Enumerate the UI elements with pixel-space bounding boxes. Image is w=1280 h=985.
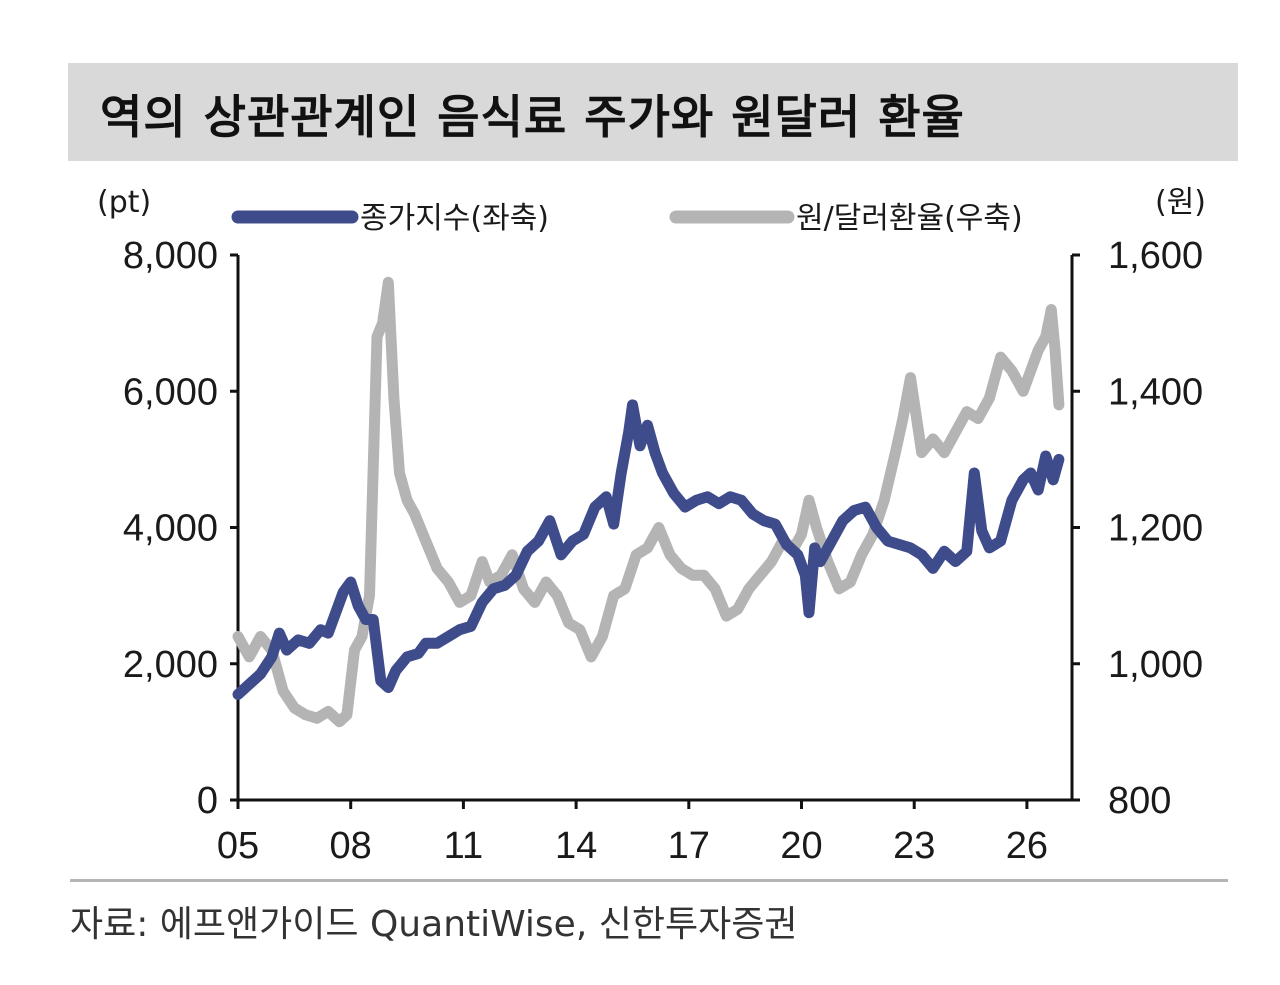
left-tick-label: 6,000	[123, 371, 218, 413]
chart-title: 역의 상관관계인 음식료 주가와 원달러 환율	[100, 90, 965, 144]
tick-marks	[230, 253, 1080, 809]
legend-label-stock-index: 종가지수(좌축)	[360, 201, 549, 236]
left-tick-label: 0	[197, 780, 218, 822]
series-line-stock-index	[232, 399, 1065, 700]
x-tick-label: 20	[780, 825, 822, 867]
legend: 종가지수(좌축) 원/달러환율(우축)	[231, 201, 1023, 236]
right-tick-label: 800	[1108, 780, 1171, 822]
tick-labels: 0 2,000 4,000 6,000 8,000 800 1,000 1,200 1,400 1…	[123, 235, 1203, 867]
source-note: 자료: 에프앤가이드 QuantiWise, 신한투자증권	[70, 904, 798, 945]
left-tick-label: 4,000	[123, 508, 218, 550]
x-tick-label: 26	[1006, 825, 1048, 867]
source-divider	[70, 879, 1228, 882]
legend-label-exchange-rate: 원/달러환율(우축)	[796, 201, 1023, 236]
x-tick-label: 11	[444, 825, 483, 867]
x-tick-label: 23	[893, 825, 935, 867]
right-tick-label: 1,400	[1108, 371, 1203, 413]
x-tick-label: 08	[330, 825, 372, 867]
right-tick-label: 1,000	[1108, 644, 1203, 686]
left-axis-unit: (pt)	[97, 185, 151, 220]
right-tick-label: 1,200	[1108, 508, 1203, 550]
x-tick-label: 05	[217, 825, 259, 867]
left-tick-label: 2,000	[123, 644, 218, 686]
series-line-exchange-rate	[232, 276, 1065, 728]
left-tick-label: 8,000	[123, 235, 218, 277]
x-tick-label: 14	[555, 825, 597, 867]
series-layer	[232, 276, 1065, 728]
right-axis-unit: (원)	[1155, 185, 1206, 220]
x-tick-label: 17	[668, 825, 710, 867]
chart-title-band: 역의 상관관계인 음식료 주가와 원달러 환율	[68, 63, 1238, 161]
right-tick-label: 1,600	[1108, 235, 1203, 277]
